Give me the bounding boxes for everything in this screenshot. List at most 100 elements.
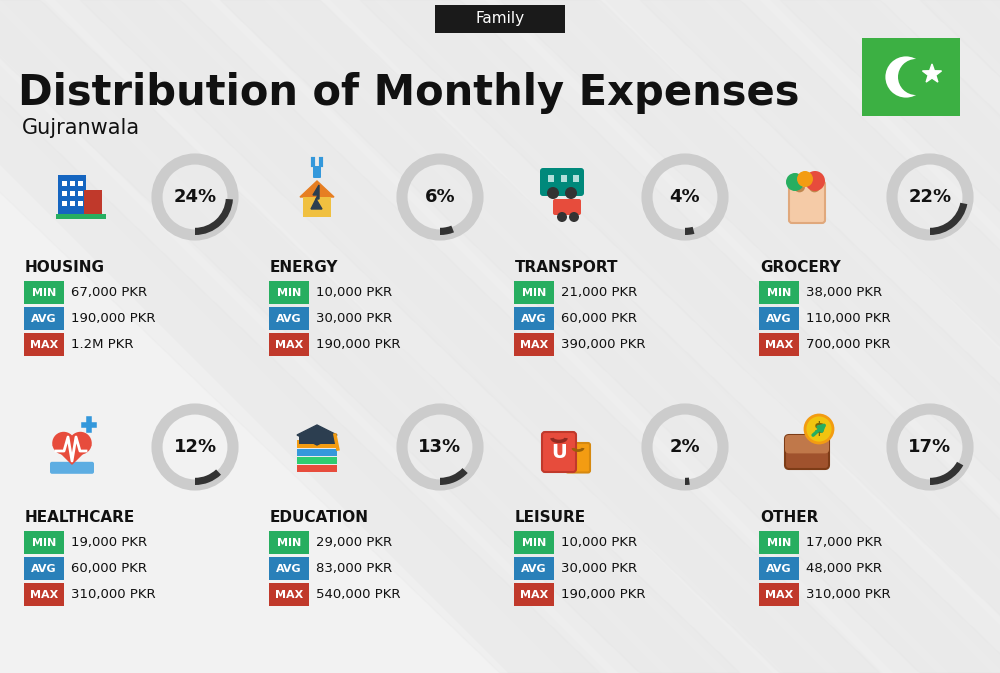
FancyBboxPatch shape bbox=[24, 333, 64, 356]
Polygon shape bbox=[880, 0, 1000, 673]
FancyBboxPatch shape bbox=[297, 457, 337, 464]
Wedge shape bbox=[685, 478, 690, 485]
FancyBboxPatch shape bbox=[269, 333, 309, 356]
Text: 38,000 PKR: 38,000 PKR bbox=[806, 286, 882, 299]
Polygon shape bbox=[715, 0, 1000, 673]
FancyBboxPatch shape bbox=[759, 583, 799, 606]
FancyBboxPatch shape bbox=[573, 175, 579, 182]
Text: 13%: 13% bbox=[418, 438, 462, 456]
FancyBboxPatch shape bbox=[759, 281, 799, 304]
Polygon shape bbox=[300, 181, 334, 197]
FancyBboxPatch shape bbox=[514, 307, 554, 330]
Text: MIN: MIN bbox=[767, 538, 791, 548]
FancyBboxPatch shape bbox=[269, 557, 309, 580]
Circle shape bbox=[797, 171, 813, 187]
Text: ENERGY: ENERGY bbox=[270, 260, 338, 275]
Text: AVG: AVG bbox=[31, 314, 57, 324]
Wedge shape bbox=[440, 225, 454, 235]
Text: 540,000 PKR: 540,000 PKR bbox=[316, 588, 400, 601]
Wedge shape bbox=[685, 227, 694, 235]
Circle shape bbox=[805, 415, 833, 443]
Circle shape bbox=[805, 171, 825, 191]
FancyBboxPatch shape bbox=[759, 557, 799, 580]
Polygon shape bbox=[0, 0, 718, 673]
Wedge shape bbox=[930, 462, 963, 485]
Polygon shape bbox=[165, 0, 938, 673]
FancyBboxPatch shape bbox=[78, 181, 83, 186]
Polygon shape bbox=[55, 0, 828, 673]
Circle shape bbox=[565, 187, 577, 199]
Text: AVG: AVG bbox=[31, 563, 57, 573]
Polygon shape bbox=[53, 445, 91, 464]
Polygon shape bbox=[605, 0, 1000, 673]
Text: MIN: MIN bbox=[767, 287, 791, 297]
Polygon shape bbox=[935, 0, 1000, 673]
FancyBboxPatch shape bbox=[297, 449, 337, 456]
FancyBboxPatch shape bbox=[56, 214, 106, 219]
FancyBboxPatch shape bbox=[785, 435, 829, 469]
FancyBboxPatch shape bbox=[303, 197, 331, 217]
Text: 22%: 22% bbox=[908, 188, 952, 206]
Polygon shape bbox=[440, 0, 1000, 673]
Text: MIN: MIN bbox=[522, 538, 546, 548]
Polygon shape bbox=[385, 0, 1000, 673]
FancyBboxPatch shape bbox=[62, 201, 67, 206]
Circle shape bbox=[898, 59, 934, 95]
Text: 4%: 4% bbox=[670, 188, 700, 206]
Text: 700,000 PKR: 700,000 PKR bbox=[806, 338, 891, 351]
FancyBboxPatch shape bbox=[299, 435, 335, 444]
Text: 10,000 PKR: 10,000 PKR bbox=[561, 536, 637, 549]
Text: 30,000 PKR: 30,000 PKR bbox=[316, 312, 392, 325]
FancyBboxPatch shape bbox=[862, 38, 960, 116]
FancyBboxPatch shape bbox=[297, 440, 337, 448]
Wedge shape bbox=[195, 470, 221, 485]
FancyBboxPatch shape bbox=[313, 166, 321, 178]
Text: 67,000 PKR: 67,000 PKR bbox=[71, 286, 147, 299]
FancyBboxPatch shape bbox=[514, 333, 554, 356]
FancyBboxPatch shape bbox=[78, 201, 83, 206]
FancyBboxPatch shape bbox=[269, 531, 309, 554]
FancyBboxPatch shape bbox=[297, 465, 337, 472]
FancyBboxPatch shape bbox=[70, 191, 75, 196]
Text: Family: Family bbox=[475, 11, 525, 26]
Polygon shape bbox=[0, 0, 663, 673]
Text: MAX: MAX bbox=[275, 590, 303, 600]
Text: 190,000 PKR: 190,000 PKR bbox=[316, 338, 400, 351]
Polygon shape bbox=[922, 64, 942, 82]
Text: AVG: AVG bbox=[766, 314, 792, 324]
Text: GROCERY: GROCERY bbox=[760, 260, 841, 275]
FancyBboxPatch shape bbox=[50, 462, 94, 474]
Text: AVG: AVG bbox=[276, 314, 302, 324]
Text: TRANSPORT: TRANSPORT bbox=[515, 260, 618, 275]
Text: MIN: MIN bbox=[32, 538, 56, 548]
FancyBboxPatch shape bbox=[70, 201, 75, 206]
Text: OTHER: OTHER bbox=[760, 510, 818, 525]
Text: 190,000 PKR: 190,000 PKR bbox=[561, 588, 646, 601]
FancyBboxPatch shape bbox=[269, 281, 309, 304]
Text: 60,000 PKR: 60,000 PKR bbox=[71, 562, 147, 575]
Circle shape bbox=[52, 432, 75, 454]
FancyBboxPatch shape bbox=[553, 199, 581, 215]
FancyBboxPatch shape bbox=[24, 281, 64, 304]
FancyBboxPatch shape bbox=[542, 432, 576, 472]
FancyBboxPatch shape bbox=[561, 175, 567, 182]
Polygon shape bbox=[0, 0, 740, 673]
Polygon shape bbox=[220, 0, 993, 673]
Text: MAX: MAX bbox=[520, 590, 548, 600]
FancyBboxPatch shape bbox=[514, 583, 554, 606]
FancyBboxPatch shape bbox=[514, 281, 554, 304]
Polygon shape bbox=[275, 0, 1000, 673]
Wedge shape bbox=[195, 199, 233, 235]
Circle shape bbox=[569, 212, 579, 222]
Text: AVG: AVG bbox=[276, 563, 302, 573]
FancyBboxPatch shape bbox=[62, 191, 67, 196]
FancyBboxPatch shape bbox=[566, 443, 590, 472]
Circle shape bbox=[547, 187, 559, 199]
Polygon shape bbox=[780, 0, 1000, 673]
FancyBboxPatch shape bbox=[62, 181, 67, 186]
Polygon shape bbox=[640, 0, 1000, 673]
Polygon shape bbox=[990, 0, 1000, 673]
Text: MIN: MIN bbox=[277, 538, 301, 548]
Text: MAX: MAX bbox=[765, 339, 793, 349]
Polygon shape bbox=[0, 0, 600, 673]
